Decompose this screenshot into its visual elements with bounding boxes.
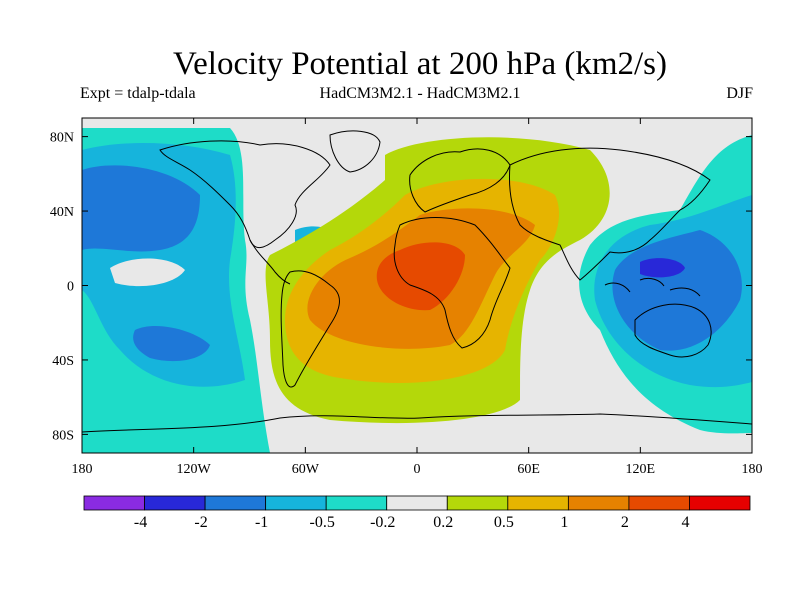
colorbar-label: -1 bbox=[255, 514, 268, 531]
lon-tick-label: 180 bbox=[742, 462, 763, 477]
lon-tick-label: 0 bbox=[414, 462, 421, 477]
colorbar-swatch bbox=[628, 495, 690, 511]
colorbar-swatch bbox=[567, 495, 630, 511]
coastlines bbox=[82, 130, 752, 433]
colorbar-swatch bbox=[265, 495, 327, 511]
asia-coast bbox=[509, 147, 711, 281]
colorbar-label: 0.5 bbox=[494, 514, 514, 531]
colorbar-label: -4 bbox=[134, 514, 147, 531]
positive-core bbox=[376, 242, 465, 311]
colorbar-label: -0.2 bbox=[370, 514, 395, 531]
maritime-continent-coast bbox=[604, 277, 701, 297]
africa-coast bbox=[393, 217, 511, 349]
lat-tick-label: 40N bbox=[50, 205, 74, 220]
lon-tick-label: 60W bbox=[292, 462, 320, 477]
lat-tick-label: 40S bbox=[52, 354, 74, 369]
south-america-coast bbox=[280, 270, 340, 388]
europe-coast bbox=[409, 148, 511, 213]
colorbar-label: 4 bbox=[681, 514, 689, 531]
map-title: Velocity Potential at 200 hPa (km2/s) bbox=[172, 46, 668, 82]
experiment-label: Expt = tdalp-tdala bbox=[80, 85, 196, 102]
colorbar-swatch bbox=[689, 495, 751, 511]
central-america-coast bbox=[249, 239, 291, 285]
lon-tick-label: 60E bbox=[517, 462, 540, 477]
colorbar-label: 0.2 bbox=[433, 514, 453, 531]
colorbar-swatch bbox=[386, 495, 448, 511]
north-america-coast bbox=[159, 140, 331, 248]
season-label: DJF bbox=[726, 85, 753, 102]
antarctica-coast bbox=[82, 413, 752, 433]
pacific-mid-blue-north bbox=[82, 165, 200, 252]
colorbar-swatch bbox=[507, 495, 569, 511]
pacific-neutral-hole bbox=[110, 258, 185, 287]
lat-tick-label: 80N bbox=[50, 131, 74, 146]
colorbar-swatch bbox=[83, 495, 145, 511]
model-label: HadCM3M2.1 - HadCM3M2.1 bbox=[319, 85, 521, 102]
colorbar-swatch bbox=[204, 495, 267, 511]
indo-pacific-core bbox=[640, 258, 685, 278]
greenland-coast bbox=[329, 130, 381, 173]
indo-pacific-mid-blue bbox=[612, 230, 742, 351]
lat-tick-label: 0 bbox=[67, 280, 74, 295]
colorbar-swatch bbox=[446, 495, 509, 511]
lon-tick-label: 180 bbox=[72, 462, 93, 477]
colorbar-swatch bbox=[325, 495, 388, 511]
lon-tick-label: 120E bbox=[626, 462, 656, 477]
colorbar-label: -0.5 bbox=[310, 514, 335, 531]
colorbar: -4 -2 -1 -0.5 -0.2 0.2 0.5 1 2 4 bbox=[83, 495, 751, 531]
colorbar-label: -2 bbox=[194, 514, 207, 531]
lon-tick-label: 120W bbox=[177, 462, 212, 477]
colorbar-label: 1 bbox=[560, 514, 568, 531]
australia-coast bbox=[634, 303, 712, 358]
contour-field bbox=[82, 118, 752, 453]
colorbar-label: 2 bbox=[621, 514, 629, 531]
longitude-axis: 180 120W 60W 0 60E 120E 180 bbox=[72, 118, 763, 477]
lat-tick-label: 80S bbox=[52, 428, 74, 443]
pacific-mid-blue-south bbox=[133, 325, 210, 362]
colorbar-swatch bbox=[144, 495, 206, 511]
latitude-axis: 80N 40N 0 40S 80S bbox=[50, 131, 752, 443]
